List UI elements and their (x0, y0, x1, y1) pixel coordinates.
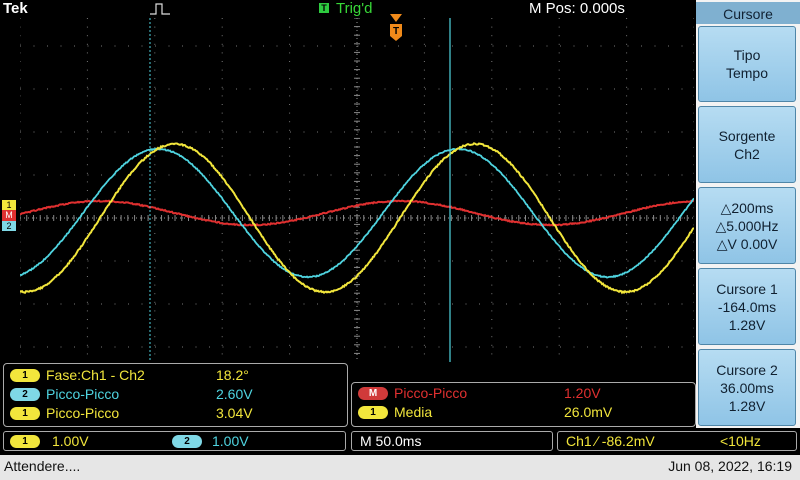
button-line: △V 0.00V (699, 235, 795, 253)
status-bar: Attendere.... Jun 08, 2022, 16:19 (0, 455, 800, 480)
trigger-status-icon: T (319, 3, 329, 13)
cursor-1-button[interactable]: Cursore 1 -164.0ms 1.28V (698, 268, 796, 345)
waveform-display[interactable] (20, 18, 694, 362)
measurement-label: Media (394, 404, 432, 420)
ch2-scale[interactable]: 1.00V (212, 433, 249, 449)
svg-text:T: T (393, 26, 399, 37)
frequency-readout: <10Hz (720, 433, 761, 449)
trigger-readout[interactable]: Ch1 ∕ -86.2mV (566, 433, 655, 449)
ch1-ground-marker[interactable]: 1 (2, 200, 16, 210)
channel-ground-markers[interactable]: 1 M 2 (0, 200, 18, 232)
cursor-type-button[interactable]: Tipo Tempo (698, 26, 796, 102)
horizontal-position: M Pos: 0.000s (529, 0, 625, 17)
trigger-status: Trig'd (336, 0, 372, 17)
measurement-value: 18.2° (216, 367, 249, 383)
side-menu-title: Cursore (696, 2, 800, 24)
cursor-2-button[interactable]: Cursore 2 36.00ms 1.28V (698, 349, 796, 426)
measurement-label: Picco-Picco (394, 385, 467, 401)
math-trace (20, 201, 694, 226)
date-time: Jun 08, 2022, 16:19 (668, 458, 792, 474)
math-badge: M (358, 387, 388, 400)
measurement-value: 1.20V (564, 385, 601, 401)
measurements-panel-left: 1 Fase:Ch1 - Ch2 18.2° 2 Picco-Picco 2.6… (3, 363, 348, 427)
measurement-value: 26.0mV (564, 404, 612, 420)
button-line: Ch2 (699, 145, 795, 163)
button-line: Tempo (699, 64, 795, 82)
button-line: △5.000Hz (699, 217, 795, 235)
trigger-edge-icon (150, 2, 170, 16)
measurement-value: 3.04V (216, 405, 253, 421)
measurements-panel-right: M Picco-Picco 1.20V 1 Media 26.0mV (351, 382, 696, 427)
brand-logo: Tek (3, 0, 28, 17)
cursor-source-button[interactable]: Sorgente Ch2 (698, 106, 796, 183)
button-line: 1.28V (699, 316, 795, 334)
ch1-badge: 1 (10, 435, 40, 448)
button-line: Cursore 1 (699, 280, 795, 298)
channel-scale-panel[interactable]: 1 1.00V 2 1.00V (3, 431, 346, 451)
timebase-readout[interactable]: M 50.0ms (360, 433, 421, 449)
ch2-badge: 2 (172, 435, 202, 448)
cursor-delta-readout[interactable]: △200ms △5.000Hz △V 0.00V (698, 187, 796, 264)
ch1-scale[interactable]: 1.00V (52, 433, 89, 449)
button-line: -164.0ms (699, 298, 795, 316)
measurement-value: 2.60V (216, 386, 253, 402)
status-message: Attendere.... (4, 458, 80, 474)
ch1-badge: 1 (358, 406, 388, 419)
measurement-label: Picco-Picco (46, 386, 119, 402)
button-line: 1.28V (699, 397, 795, 415)
button-line: 36.00ms (699, 379, 795, 397)
button-line: Tipo (699, 46, 795, 64)
measurement-label: Picco-Picco (46, 405, 119, 421)
ch1-badge: 1 (10, 407, 40, 420)
button-line: Cursore 2 (699, 361, 795, 379)
ch2-ground-marker[interactable]: 2 (2, 221, 16, 231)
trigger-panel[interactable]: Ch1 ∕ -86.2mV <10Hz (557, 431, 797, 451)
button-line: Sorgente (699, 127, 795, 145)
trigger-position-marker[interactable]: T (388, 14, 404, 42)
button-line: △200ms (699, 199, 795, 217)
measurement-label: Fase:Ch1 - Ch2 (46, 367, 145, 383)
graticule (20, 18, 694, 362)
math-ground-marker[interactable]: M (2, 210, 16, 221)
ch2-badge: 2 (10, 388, 40, 401)
ch1-badge: 1 (10, 369, 40, 382)
timebase-panel[interactable]: M 50.0ms (351, 431, 553, 451)
